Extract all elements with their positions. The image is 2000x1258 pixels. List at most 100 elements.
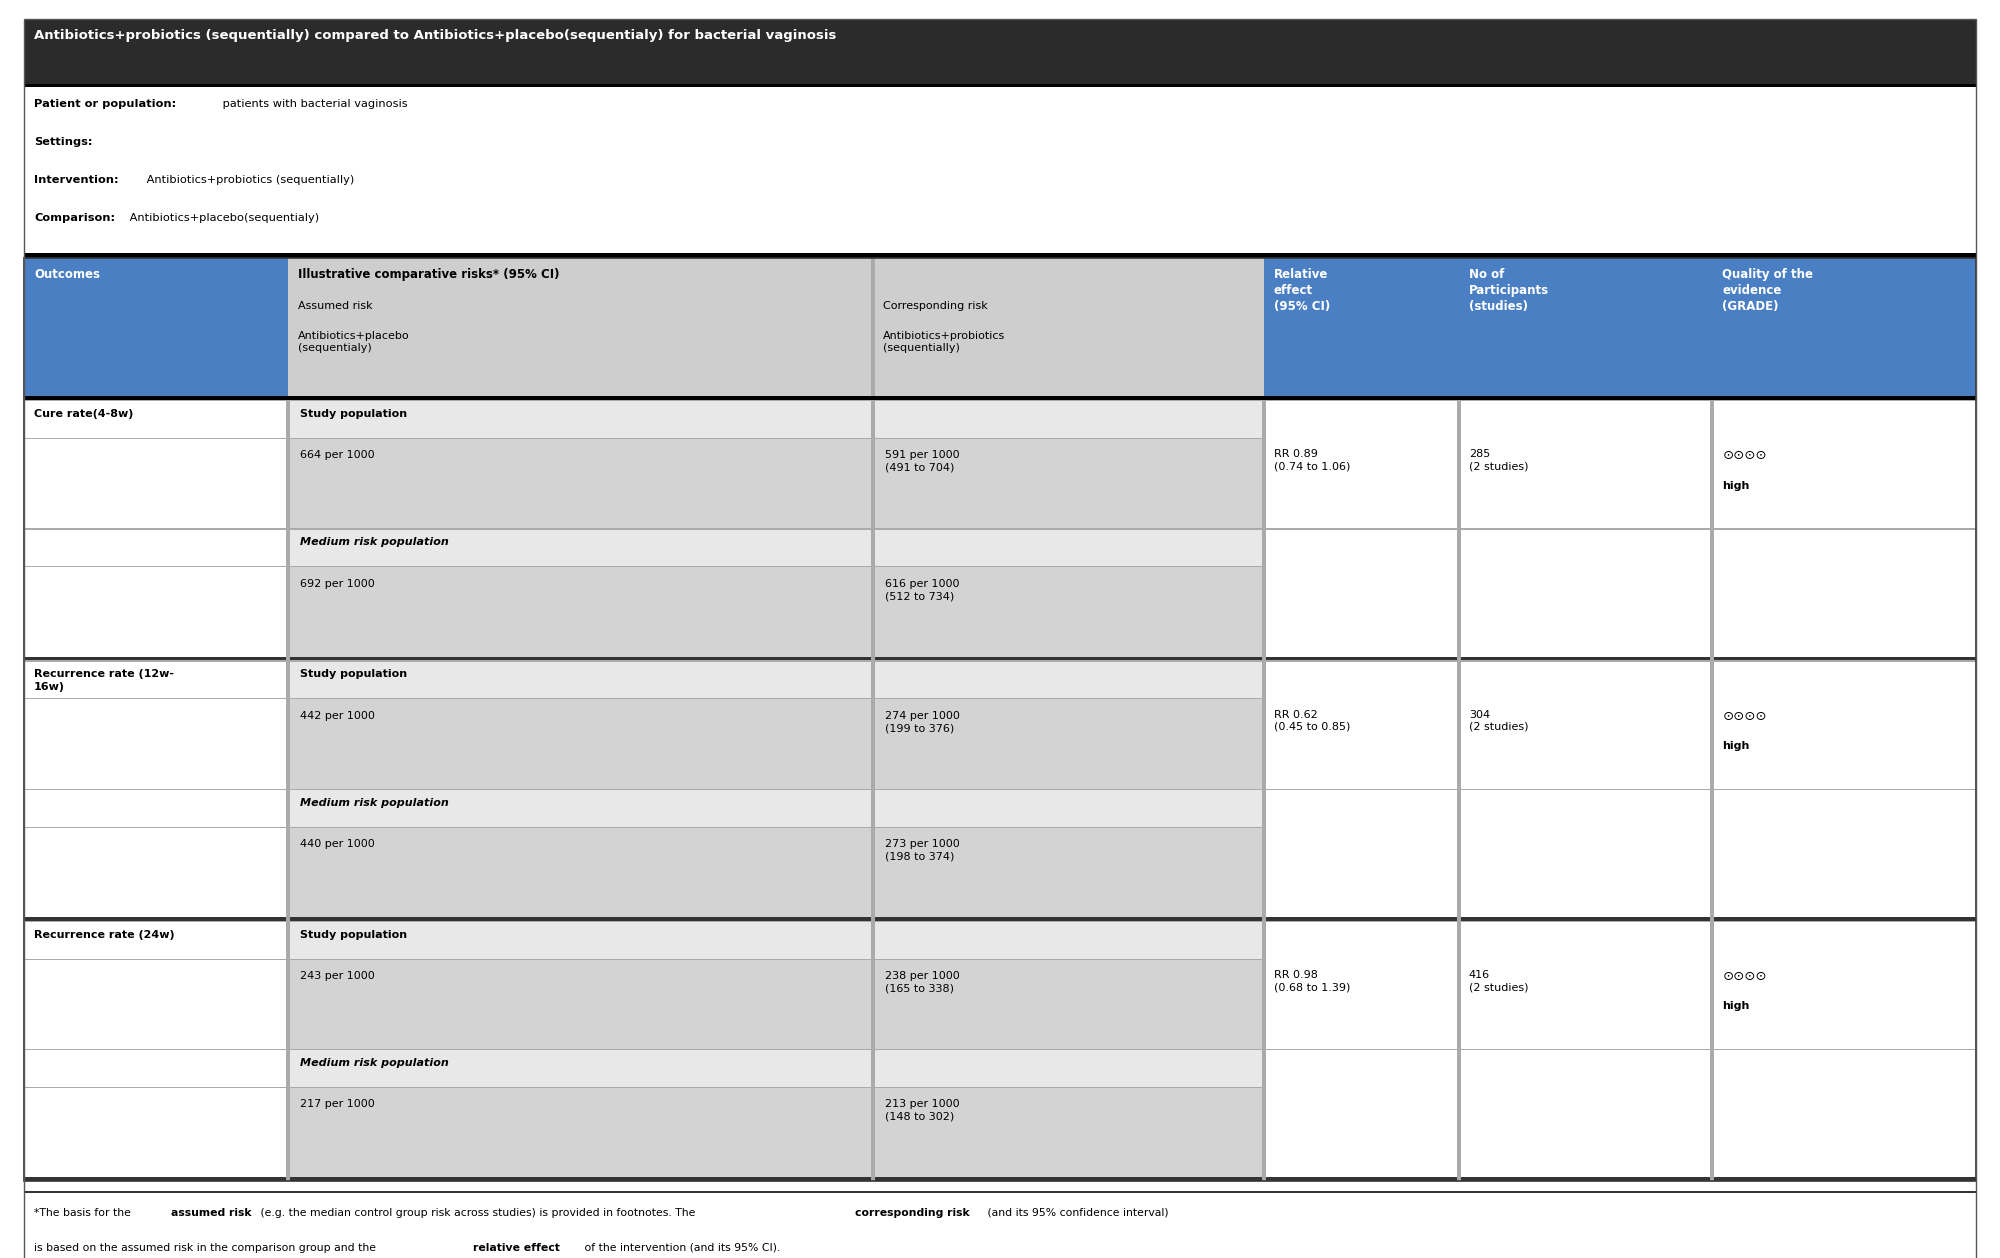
Bar — [24, 917, 1976, 921]
Bar — [24, 258, 1976, 1181]
Text: is based on the assumed risk in the comparison group and the: is based on the assumed risk in the comp… — [34, 1243, 380, 1253]
Bar — [24, 253, 1976, 258]
Bar — [24, 400, 1976, 401]
Text: RR 0.98
(0.68 to 1.39): RR 0.98 (0.68 to 1.39) — [1274, 970, 1350, 993]
Bar — [288, 258, 1264, 396]
Text: Settings:: Settings: — [34, 137, 92, 147]
Text: Medium risk population: Medium risk population — [300, 798, 448, 808]
Bar — [24, 657, 1976, 660]
Bar — [24, 698, 1264, 699]
Bar — [286, 400, 290, 1181]
Text: high: high — [1722, 481, 1750, 491]
Bar — [288, 827, 1264, 917]
Text: 616 per 1000
(512 to 734): 616 per 1000 (512 to 734) — [886, 579, 960, 601]
Text: 274 per 1000
(199 to 376): 274 per 1000 (199 to 376) — [886, 711, 960, 733]
Text: (and its 95% confidence interval): (and its 95% confidence interval) — [984, 1208, 1170, 1218]
Bar — [24, 921, 288, 1177]
Text: Assumed risk: Assumed risk — [298, 301, 372, 311]
Text: of the intervention (and its 95% CI).: of the intervention (and its 95% CI). — [582, 1243, 780, 1253]
Text: assumed risk: assumed risk — [170, 1208, 252, 1218]
Text: high: high — [1722, 1001, 1750, 1011]
Bar — [288, 921, 1264, 959]
Text: Recurrence rate (12w-
16w): Recurrence rate (12w- 16w) — [34, 669, 174, 692]
Text: Antibiotics+probiotics (sequentially) compared to Antibiotics+placebo(sequential: Antibiotics+probiotics (sequentially) co… — [34, 29, 836, 42]
Bar — [288, 1087, 1264, 1177]
Text: RR 0.62
(0.45 to 0.85): RR 0.62 (0.45 to 0.85) — [1274, 710, 1350, 732]
Text: ⊙⊙⊙⊙: ⊙⊙⊙⊙ — [1722, 970, 1766, 982]
Bar — [24, 19, 1976, 84]
Bar — [288, 1049, 1264, 1087]
Text: (e.g. the median control group risk across studies) is provided in footnotes. Th: (e.g. the median control group risk acro… — [258, 1208, 700, 1218]
Bar — [1264, 660, 1976, 917]
Bar — [872, 258, 876, 396]
Bar — [24, 660, 288, 917]
Text: 213 per 1000
(148 to 302): 213 per 1000 (148 to 302) — [886, 1099, 960, 1122]
Text: Study population: Study population — [300, 930, 406, 940]
Bar — [288, 789, 1264, 827]
Text: Antibiotics+placebo(sequentialy): Antibiotics+placebo(sequentialy) — [126, 213, 320, 223]
Bar — [288, 438, 1264, 528]
Bar — [1264, 400, 1976, 657]
Text: ⊙⊙⊙⊙: ⊙⊙⊙⊙ — [1722, 710, 1766, 722]
Text: Patient or population:: Patient or population: — [34, 99, 176, 109]
Bar — [24, 84, 1976, 87]
Text: Medium risk population: Medium risk population — [300, 537, 448, 547]
Text: Study population: Study population — [300, 669, 406, 679]
Bar — [24, 1191, 1976, 1193]
Bar — [24, 89, 1976, 248]
Text: Corresponding risk: Corresponding risk — [884, 301, 988, 311]
Text: RR 0.89
(0.74 to 1.06): RR 0.89 (0.74 to 1.06) — [1274, 449, 1350, 472]
Bar — [24, 396, 1976, 400]
Bar — [24, 660, 1976, 662]
Text: 217 per 1000: 217 per 1000 — [300, 1099, 374, 1110]
Text: Antibiotics+placebo
(sequentialy): Antibiotics+placebo (sequentialy) — [298, 331, 410, 353]
Bar — [1264, 921, 1976, 1177]
Text: *The basis for the: *The basis for the — [34, 1208, 134, 1218]
Text: 442 per 1000: 442 per 1000 — [300, 711, 374, 721]
Bar — [24, 566, 1264, 567]
Text: Comparison:: Comparison: — [34, 213, 116, 223]
Bar — [288, 566, 1264, 657]
Bar — [1710, 400, 1714, 1181]
Text: No of
Participants
(studies): No of Participants (studies) — [1468, 268, 1548, 313]
Text: Recurrence rate (24w): Recurrence rate (24w) — [34, 930, 174, 940]
Text: 440 per 1000: 440 per 1000 — [300, 839, 374, 849]
Bar — [288, 400, 1264, 438]
Bar — [288, 660, 1264, 698]
Bar — [24, 789, 1976, 790]
Text: Quality of the
evidence
(GRADE): Quality of the evidence (GRADE) — [1722, 268, 1814, 313]
Bar — [24, 1087, 1264, 1088]
Text: Relative
effect
(95% CI): Relative effect (95% CI) — [1274, 268, 1330, 313]
Bar — [24, 921, 1976, 922]
Text: Intervention:: Intervention: — [34, 175, 118, 185]
Bar — [288, 959, 1264, 1049]
Text: Medium risk population: Medium risk population — [300, 1058, 448, 1068]
Bar — [24, 400, 288, 657]
Text: Antibiotics+probiotics (sequentially): Antibiotics+probiotics (sequentially) — [144, 175, 354, 185]
Bar — [24, 528, 1976, 530]
Bar — [872, 400, 876, 1181]
Text: 664 per 1000: 664 per 1000 — [300, 450, 374, 460]
Bar — [24, 258, 288, 396]
Text: 238 per 1000
(165 to 338): 238 per 1000 (165 to 338) — [886, 971, 960, 994]
Bar — [1264, 258, 1976, 396]
Text: relative effect: relative effect — [474, 1243, 560, 1253]
Text: Cure rate(4-8w): Cure rate(4-8w) — [34, 409, 134, 419]
Bar — [24, 438, 1264, 439]
Text: Study population: Study population — [300, 409, 406, 419]
Text: 416
(2 studies): 416 (2 studies) — [1468, 970, 1528, 993]
Text: 692 per 1000: 692 per 1000 — [300, 579, 374, 589]
Text: 304
(2 studies): 304 (2 studies) — [1468, 710, 1528, 732]
Text: Outcomes: Outcomes — [34, 268, 100, 281]
Bar — [288, 698, 1264, 789]
Text: high: high — [1722, 741, 1750, 751]
Text: 273 per 1000
(198 to 374): 273 per 1000 (198 to 374) — [886, 839, 960, 862]
Text: 243 per 1000: 243 per 1000 — [300, 971, 374, 981]
Bar — [24, 959, 1264, 960]
Text: patients with bacterial vaginosis: patients with bacterial vaginosis — [218, 99, 408, 109]
Text: Antibiotics+probiotics
(sequentially): Antibiotics+probiotics (sequentially) — [884, 331, 1006, 353]
Text: Comments: Comments — [1982, 268, 2000, 281]
Text: 285
(2 studies): 285 (2 studies) — [1468, 449, 1528, 472]
Bar — [24, 1049, 1976, 1050]
Bar — [1262, 400, 1266, 1181]
